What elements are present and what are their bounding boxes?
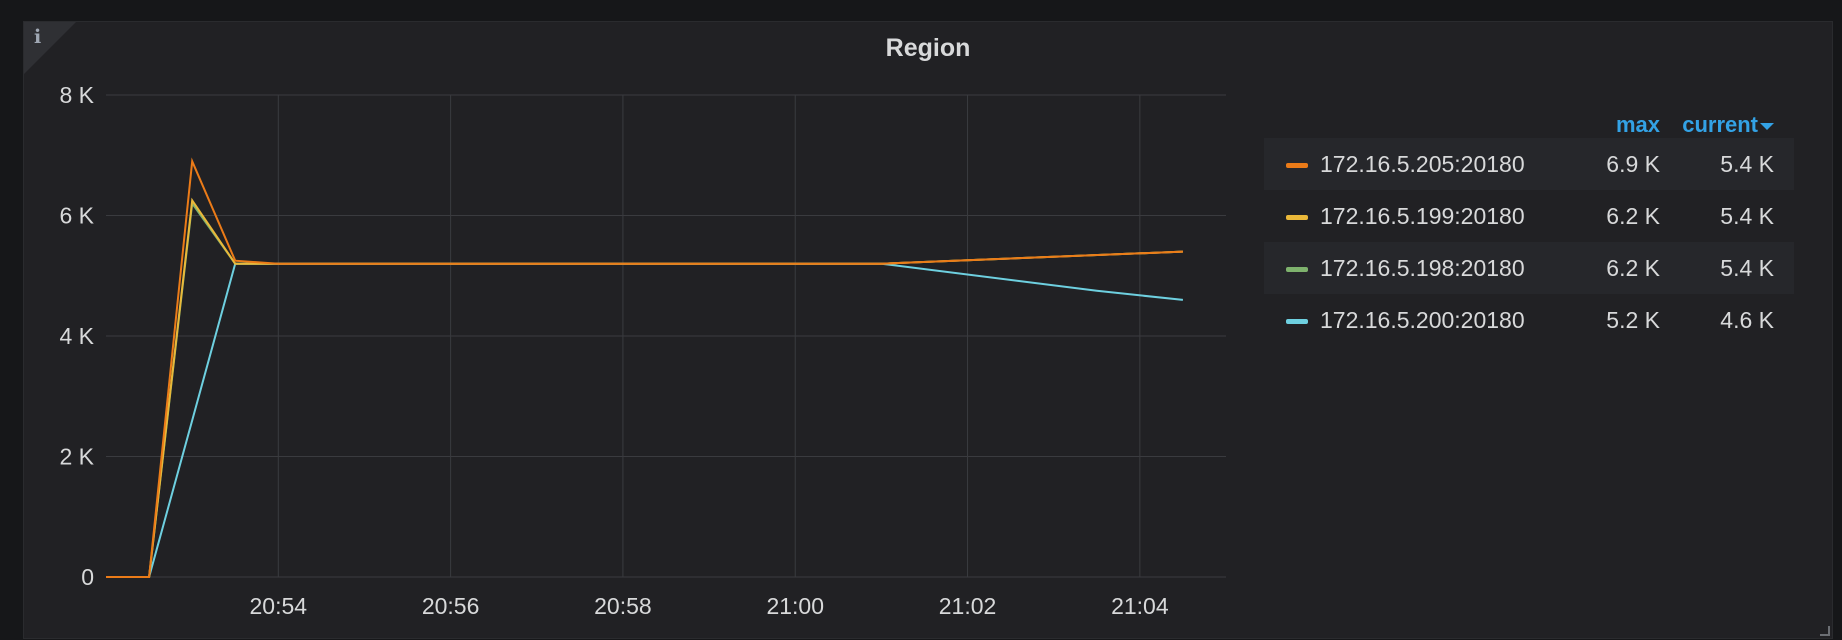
series-color-swatch[interactable] [1286, 215, 1308, 220]
legend: max current 172.16.5.205:20180 6.9 K 5.4… [1264, 92, 1794, 346]
legend-row[interactable]: 172.16.5.198:20180 6.2 K 5.4 K [1264, 242, 1794, 294]
legend-max-value: 6.2 K [1606, 203, 1660, 229]
legend-series-name[interactable]: 172.16.5.198:20180 [1320, 255, 1525, 281]
panel-title[interactable]: Region [885, 34, 971, 62]
legend-max-value: 6.9 K [1606, 151, 1660, 177]
legend-series-name[interactable]: 172.16.5.199:20180 [1320, 203, 1525, 229]
series-color-swatch[interactable] [1286, 319, 1308, 324]
y-tick-label: 6 K [59, 203, 94, 229]
panel-resize-handle[interactable] [1820, 626, 1830, 636]
series-line[interactable] [106, 157, 1183, 578]
legend-series-name[interactable]: 172.16.5.200:20180 [1320, 307, 1525, 333]
info-icon[interactable]: i [34, 26, 42, 48]
graph-panel: i Region 0 2 K 4 K 6 K 8 K 20:54 20:56 20:58 21:… [23, 21, 1833, 639]
legend-series-name[interactable]: 172.16.5.205:20180 [1320, 151, 1525, 177]
y-tick-label: 4 K [59, 323, 94, 349]
y-tick-label: 2 K [59, 444, 94, 470]
y-tick-label: 0 [81, 564, 94, 590]
series-color-swatch[interactable] [1286, 163, 1308, 168]
legend-current-value: 5.4 K [1720, 255, 1774, 281]
legend-max-value: 6.2 K [1606, 255, 1660, 281]
legend-sort-current-label: current [1682, 112, 1758, 137]
x-tick-label: 21:04 [1111, 593, 1169, 619]
series-color-swatch[interactable] [1286, 267, 1308, 272]
legend-sort-max[interactable]: max [1615, 112, 1660, 137]
legend-row[interactable]: 172.16.5.199:20180 6.2 K 5.4 K [1264, 190, 1794, 242]
legend-current-value: 5.4 K [1720, 151, 1774, 177]
legend-row[interactable]: 172.16.5.205:20180 6.9 K 5.4 K [1264, 138, 1794, 190]
legend-header: max current [1264, 92, 1794, 138]
x-tick-label: 21:02 [939, 593, 997, 619]
chart-plot-area[interactable]: 0 2 K 4 K 6 K 8 K 20:54 20:56 20:58 21:00 21:02 21… [24, 22, 1254, 640]
sort-desc-icon [1760, 122, 1774, 130]
legend-max-value: 5.2 K [1606, 307, 1660, 333]
series-line[interactable] [106, 262, 1184, 578]
x-tick-label: 20:58 [594, 593, 652, 619]
x-tick-label: 20:54 [250, 593, 308, 619]
y-tick-label: 8 K [59, 82, 94, 108]
legend-current-value: 5.4 K [1720, 203, 1774, 229]
series-line[interactable] [106, 197, 1183, 578]
legend-row[interactable]: 172.16.5.200:20180 5.2 K 4.6 K [1264, 294, 1794, 346]
info-corner[interactable] [24, 22, 76, 74]
x-tick-label: 21:00 [766, 593, 824, 619]
legend-sort-current[interactable]: current [1682, 112, 1774, 138]
x-tick-label: 20:56 [422, 593, 480, 619]
series-line[interactable] [106, 200, 1183, 578]
legend-current-value: 4.6 K [1720, 307, 1774, 333]
